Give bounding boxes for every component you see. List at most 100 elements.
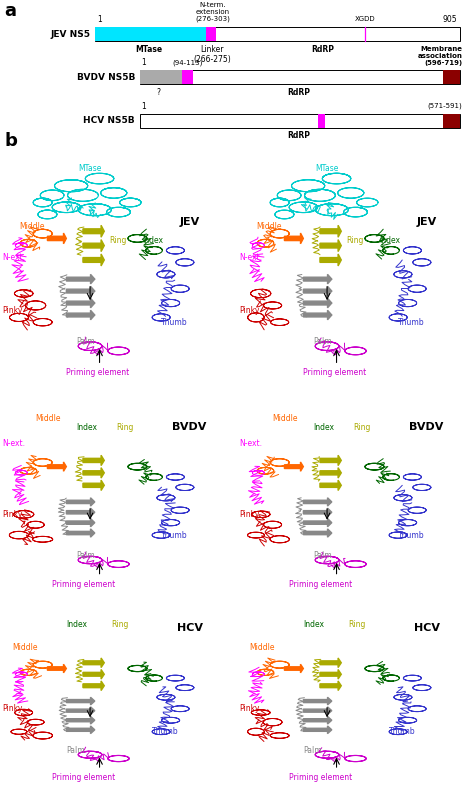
Text: Index: Index xyxy=(76,423,97,431)
Text: JEV NS5: JEV NS5 xyxy=(50,29,90,39)
Text: Ring: Ring xyxy=(346,236,364,245)
FancyArrow shape xyxy=(303,726,332,734)
Text: JEV: JEV xyxy=(417,216,437,227)
Text: Ring: Ring xyxy=(111,620,129,629)
Text: RdRP: RdRP xyxy=(311,45,334,54)
Text: MTase: MTase xyxy=(136,45,163,54)
FancyArrow shape xyxy=(83,468,104,478)
Text: RdRP: RdRP xyxy=(287,88,310,97)
Text: N-ext.: N-ext. xyxy=(2,439,26,448)
FancyArrow shape xyxy=(66,529,95,537)
Text: Priming element: Priming element xyxy=(289,580,352,589)
FancyArrow shape xyxy=(284,233,303,243)
FancyArrow shape xyxy=(66,707,95,714)
FancyArrow shape xyxy=(66,310,95,320)
Bar xyxy=(182,71,193,84)
Text: BVDV: BVDV xyxy=(410,422,444,432)
Bar xyxy=(140,71,182,84)
FancyArrow shape xyxy=(320,681,341,691)
Text: HCV: HCV xyxy=(177,623,202,634)
Text: Thumb: Thumb xyxy=(389,727,415,736)
FancyArrow shape xyxy=(83,225,104,237)
Text: Pinky: Pinky xyxy=(2,306,23,315)
Text: HCV: HCV xyxy=(414,623,439,634)
Text: Middle: Middle xyxy=(12,643,37,652)
Text: Middle: Middle xyxy=(273,415,298,423)
Text: 1: 1 xyxy=(141,58,146,67)
Bar xyxy=(95,27,460,41)
Text: Thumb: Thumb xyxy=(152,727,178,736)
FancyArrow shape xyxy=(284,665,303,672)
Text: Membrane
association
(596-719): Membrane association (596-719) xyxy=(417,46,462,66)
Bar xyxy=(206,27,216,41)
Text: Middle: Middle xyxy=(19,222,45,231)
Text: Palm: Palm xyxy=(313,551,331,561)
FancyArrow shape xyxy=(303,508,332,516)
Text: Middle: Middle xyxy=(249,643,274,652)
FancyArrow shape xyxy=(303,498,332,506)
FancyArrow shape xyxy=(66,519,95,527)
FancyArrow shape xyxy=(83,681,104,691)
Text: (94-113): (94-113) xyxy=(172,59,202,66)
Text: Pinky: Pinky xyxy=(2,704,23,713)
Text: (571-591): (571-591) xyxy=(428,102,462,109)
Text: Thumb: Thumb xyxy=(398,531,425,539)
Text: Pinky: Pinky xyxy=(239,306,260,315)
Text: Index: Index xyxy=(66,620,87,629)
FancyArrow shape xyxy=(47,233,66,243)
Text: RdRP: RdRP xyxy=(287,132,310,140)
FancyArrow shape xyxy=(320,658,341,668)
Text: Ring: Ring xyxy=(353,423,371,431)
Text: Index: Index xyxy=(379,236,400,245)
Text: Middle: Middle xyxy=(256,222,282,231)
Bar xyxy=(95,27,206,41)
Text: N-ext.: N-ext. xyxy=(2,253,26,262)
FancyArrow shape xyxy=(66,286,95,296)
FancyArrow shape xyxy=(303,707,332,714)
FancyArrow shape xyxy=(66,697,95,705)
Text: Linker
(266-275): Linker (266-275) xyxy=(193,45,231,64)
Text: Priming element: Priming element xyxy=(52,580,115,589)
Text: XGDD: XGDD xyxy=(355,17,375,22)
FancyArrow shape xyxy=(303,697,332,705)
Text: Ring: Ring xyxy=(116,423,134,431)
FancyArrow shape xyxy=(320,480,341,491)
FancyArrow shape xyxy=(83,254,104,266)
FancyArrow shape xyxy=(66,716,95,724)
Text: N-term.
extension
(276-303): N-term. extension (276-303) xyxy=(195,2,230,22)
Text: Thumb: Thumb xyxy=(398,318,425,327)
Text: Palm: Palm xyxy=(66,746,85,756)
Bar xyxy=(318,113,325,128)
Text: 1: 1 xyxy=(141,102,146,110)
FancyArrow shape xyxy=(320,455,341,465)
Text: b: b xyxy=(5,132,18,150)
FancyArrow shape xyxy=(66,274,95,284)
FancyArrow shape xyxy=(284,462,303,471)
Text: BVDV NS5B: BVDV NS5B xyxy=(77,73,135,82)
Text: Ring: Ring xyxy=(348,620,366,629)
Text: MTase: MTase xyxy=(78,164,102,174)
Text: Pinky: Pinky xyxy=(239,704,260,713)
Text: Priming element: Priming element xyxy=(52,773,115,782)
Text: Ring: Ring xyxy=(109,236,127,245)
Text: Palm: Palm xyxy=(76,337,94,346)
FancyArrow shape xyxy=(320,225,341,237)
FancyArrow shape xyxy=(303,286,332,296)
FancyArrow shape xyxy=(47,462,66,471)
Text: JEV: JEV xyxy=(180,216,200,227)
Bar xyxy=(140,71,460,84)
FancyArrow shape xyxy=(83,239,104,251)
Text: Thumb: Thumb xyxy=(161,531,188,539)
Text: 1: 1 xyxy=(97,15,102,24)
FancyArrow shape xyxy=(320,254,341,266)
FancyArrow shape xyxy=(303,529,332,537)
Text: a: a xyxy=(5,2,17,20)
Text: Index: Index xyxy=(313,423,334,431)
FancyArrow shape xyxy=(66,726,95,734)
Text: N-ext.: N-ext. xyxy=(239,439,263,448)
FancyArrow shape xyxy=(303,716,332,724)
FancyArrow shape xyxy=(66,298,95,308)
FancyArrow shape xyxy=(66,498,95,506)
Text: Pinky: Pinky xyxy=(239,510,260,519)
Text: HCV NS5B: HCV NS5B xyxy=(83,116,135,125)
